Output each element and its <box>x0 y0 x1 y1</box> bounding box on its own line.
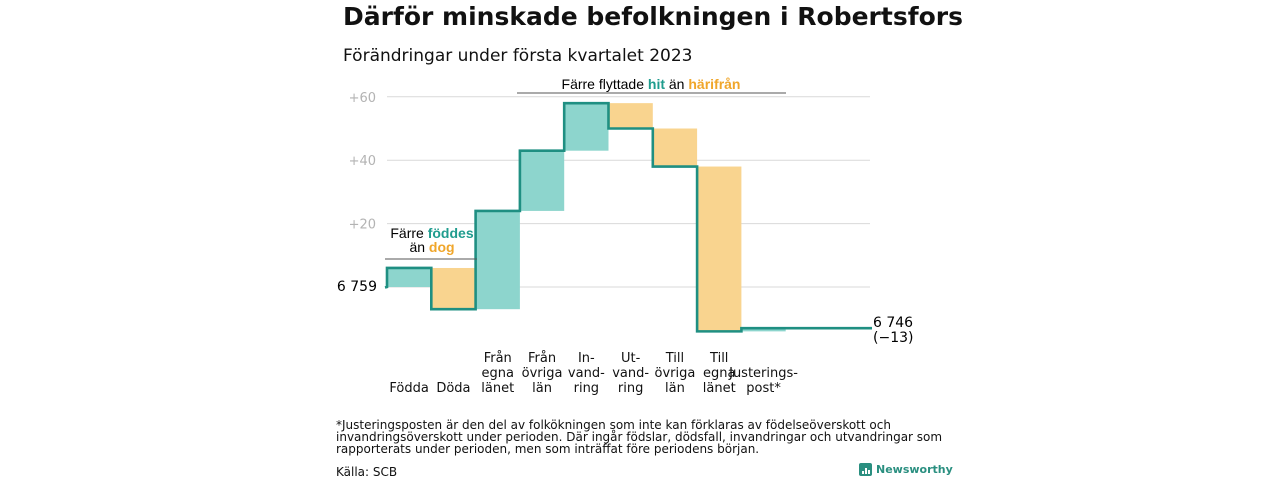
migration-annotation: Färre flyttade hit än härifrån <box>517 76 786 94</box>
waterfall-bar <box>652 128 698 167</box>
end-change-label: (−13) <box>873 330 913 346</box>
category-label: Döda <box>436 381 470 396</box>
bar-layer <box>387 103 786 332</box>
category-label: ring <box>574 381 599 396</box>
chart-subtitle: Förändringar under första kvartalet 2023 <box>343 46 693 66</box>
waterfall-bar <box>475 210 520 310</box>
source-label: Källa: SCB <box>336 465 398 479</box>
svg-text:än dog: än dog <box>409 239 454 255</box>
waterfall-bar <box>697 166 742 332</box>
category-label: Justerings- <box>728 366 798 381</box>
category-label: länet <box>481 381 514 396</box>
brand-logo: Newsworthy <box>859 463 953 476</box>
category-label: Till <box>709 351 728 366</box>
category-label: län <box>665 381 685 396</box>
waterfall-bar <box>519 150 565 211</box>
births-annotation-highlight: föddes <box>428 225 474 241</box>
waterfall-bar <box>387 267 432 287</box>
category-label: Från <box>528 351 556 366</box>
category-label: övriga <box>522 366 563 381</box>
svg-text:Färre flyttade hit än härifrån: Färre flyttade hit än härifrån <box>562 76 741 92</box>
y-tick-label: +60 <box>349 91 376 106</box>
category-label: vand- <box>568 366 605 381</box>
waterfall-bar <box>608 103 653 129</box>
y-tick-label: +20 <box>349 218 376 233</box>
category-label: In- <box>578 351 595 366</box>
y-tick-label: +40 <box>349 154 376 169</box>
births-annotation-prefix: Färre <box>390 225 427 241</box>
category-label: post* <box>746 381 781 396</box>
migration-annotation-highlight-harifran: härifrån <box>688 76 740 92</box>
label-layer: Födda DödaFrånegnalänetFrånövrigalänIn-va… <box>389 351 798 396</box>
category-label: län <box>532 381 552 396</box>
bar-chart-icon <box>859 463 872 476</box>
category-label: egna <box>703 366 735 381</box>
waterfall-bar <box>564 103 609 151</box>
cumulative-step-line <box>384 101 872 333</box>
category-label: vand- <box>612 366 649 381</box>
chart-title: Därför minskade befolkningen i Robertsfo… <box>343 2 963 31</box>
line-layer <box>384 101 872 333</box>
svg-text:Färre föddes: Färre föddes <box>390 225 473 241</box>
births-annotation: Färre föddes än dog <box>385 225 477 260</box>
category-label: Födda <box>389 381 428 396</box>
migration-annotation-prefix: Färre flyttade <box>562 76 648 92</box>
migration-annotation-highlight-hit: hit <box>648 76 665 92</box>
births-annotation-highlight-2: dog <box>429 239 455 255</box>
births-annotation-prefix-2: än <box>409 239 428 255</box>
end-value-label: 6 746 <box>873 315 913 331</box>
category-label: ring <box>618 381 643 396</box>
category-label: övriga <box>655 366 696 381</box>
footnote: *Justeringsposten är den del av folkökni… <box>336 418 943 456</box>
waterfall-bar <box>741 328 786 332</box>
category-label: Till <box>665 351 684 366</box>
category-label: egna <box>482 366 514 381</box>
waterfall-bar <box>431 267 476 310</box>
category-label: Från <box>484 351 512 366</box>
brand-name: Newsworthy <box>876 463 953 476</box>
category-label: länet <box>703 381 736 396</box>
category-label: Ut- <box>621 351 641 366</box>
migration-annotation-middle: än <box>665 76 688 92</box>
start-value-label: 6 759 <box>337 279 377 295</box>
